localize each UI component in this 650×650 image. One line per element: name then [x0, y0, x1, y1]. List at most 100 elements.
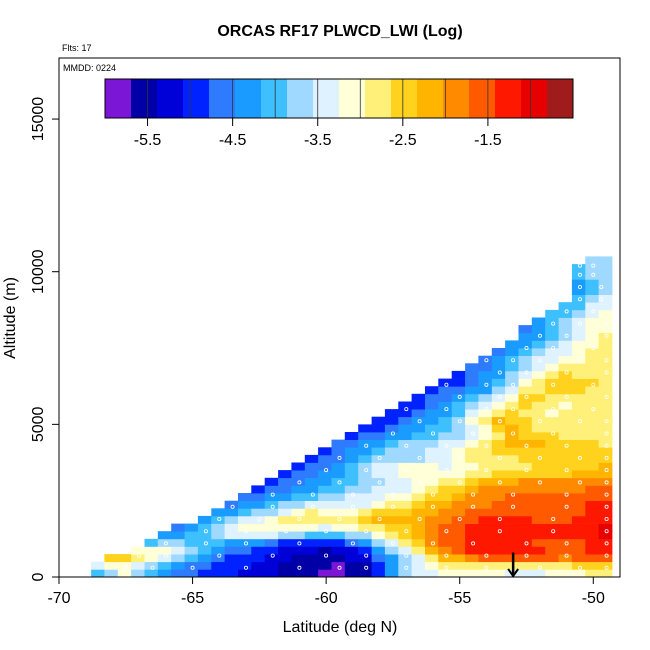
heatmap-cell	[585, 302, 600, 311]
flight-track-point	[551, 517, 556, 522]
heatmap-cell	[545, 424, 559, 433]
heatmap-cell	[558, 439, 573, 448]
flight-track-point	[230, 504, 235, 509]
flight-track-point	[310, 504, 315, 509]
heatmap-cell	[478, 470, 493, 479]
flight-track-point	[471, 541, 476, 546]
heatmap-cell	[344, 523, 359, 532]
heatmap-cell	[558, 317, 573, 326]
heatmap-cell	[478, 546, 493, 555]
heatmap-cell	[505, 370, 519, 379]
flight-track-point	[444, 443, 449, 448]
heatmap-cell	[197, 561, 212, 570]
heatmap-cell	[531, 317, 546, 326]
heatmap-cell	[344, 554, 359, 563]
flight-track-point	[417, 419, 422, 424]
heatmap-cell	[598, 256, 613, 265]
heatmap-cell	[398, 424, 413, 433]
flight-track-point	[430, 504, 435, 509]
heatmap-cell	[371, 554, 386, 563]
heatmap-cell	[465, 561, 479, 570]
heatmap-cell	[478, 485, 493, 494]
flight-track-point	[377, 517, 382, 522]
heatmap-cell	[331, 447, 346, 456]
heatmap-cell	[331, 493, 346, 501]
heatmap-cell	[451, 493, 466, 501]
heatmap-cell	[571, 493, 586, 501]
heatmap-cell	[278, 538, 292, 547]
heatmap-cell	[491, 348, 506, 356]
heatmap-cell	[465, 500, 479, 509]
heatmap-cell	[224, 531, 239, 540]
heatmap-cell	[478, 569, 493, 578]
heatmap-cell	[478, 432, 493, 440]
heatmap-cell	[411, 409, 426, 418]
heatmap-cell	[398, 493, 413, 501]
heatmap-cell	[545, 355, 559, 364]
heatmap-cell	[598, 493, 613, 501]
heatmap-cell	[465, 508, 479, 517]
colorbar-swatch	[547, 79, 574, 118]
heatmap-cell	[571, 287, 586, 295]
heatmap-cell	[571, 531, 586, 540]
flight-track-point	[297, 541, 302, 546]
heatmap-cell	[545, 348, 559, 356]
heatmap-cell	[518, 500, 533, 509]
flight-track-point	[377, 455, 382, 460]
heatmap-cell	[478, 515, 493, 524]
heatmap-cell	[465, 447, 479, 456]
heatmap-cell	[518, 409, 533, 418]
heatmap-cell	[291, 554, 306, 563]
heatmap-cell	[571, 370, 586, 379]
heatmap-cell	[211, 561, 226, 570]
flight-track-point	[577, 358, 582, 363]
heatmap-cell	[585, 317, 600, 326]
heatmap-cell	[197, 546, 212, 555]
heatmap-cell	[398, 531, 413, 540]
heatmap-cell	[398, 447, 413, 456]
heatmap-cell	[571, 538, 586, 547]
heatmap-cell	[117, 554, 132, 563]
flight-track-point	[457, 480, 462, 485]
heatmap-cell	[371, 432, 386, 440]
heatmap-cell	[518, 355, 533, 364]
heatmap-cell	[478, 538, 493, 547]
heatmap-cell	[304, 569, 319, 578]
heatmap-cell	[171, 546, 185, 555]
heatmap-cell	[278, 470, 292, 479]
heatmap-cell	[278, 477, 292, 486]
heatmap-cell	[451, 546, 466, 555]
heatmap-cell	[465, 470, 479, 479]
heatmap-cell	[384, 424, 399, 433]
flight-track-point	[430, 541, 435, 546]
heatmap-cell	[478, 393, 493, 402]
heatmap-cell	[598, 447, 613, 456]
heatmap-cell	[558, 554, 573, 563]
heatmap-cell	[558, 386, 573, 395]
heatmap-cell	[585, 508, 600, 517]
flight-track-point	[564, 553, 569, 558]
heatmap-cell	[304, 508, 319, 517]
heatmap-cell	[358, 493, 372, 501]
heatmap-cell	[291, 493, 306, 501]
heatmap-cell	[531, 447, 546, 456]
heatmap-cell	[505, 393, 519, 402]
heatmap-cell	[558, 340, 573, 349]
heatmap-cell	[531, 378, 546, 387]
heatmap-cell	[278, 554, 292, 563]
heatmap-cell	[545, 477, 559, 486]
heatmap-cell	[371, 523, 386, 532]
flight-track-point	[604, 480, 609, 485]
heatmap-cell	[518, 424, 533, 433]
heatmap-cell	[531, 561, 546, 570]
heatmap-cell	[505, 531, 519, 540]
heatmap-cell	[465, 370, 479, 379]
heatmap-cell	[505, 515, 519, 524]
heatmap-cell	[411, 531, 426, 540]
heatmap-cell	[304, 477, 319, 486]
heatmap-cell	[505, 508, 519, 517]
colorbar-swatch	[261, 79, 288, 118]
flight-track-point	[524, 443, 529, 448]
heatmap-cell	[438, 569, 453, 578]
heatmap-cell	[531, 340, 546, 349]
